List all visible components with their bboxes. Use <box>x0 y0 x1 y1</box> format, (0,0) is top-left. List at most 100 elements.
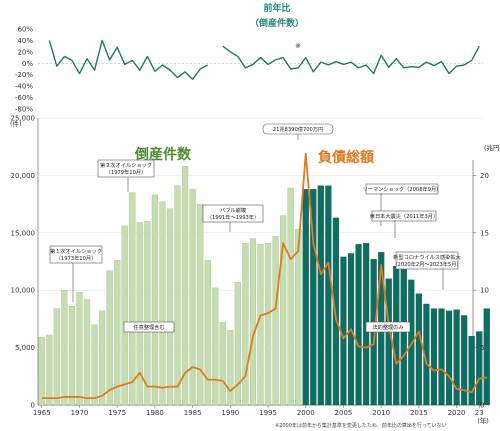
annotation-text: （1979年10月） <box>106 168 147 176</box>
bar-2019 <box>445 310 453 406</box>
annotation-text: 第２次オイルショック <box>100 161 152 169</box>
bar-2017 <box>430 308 438 406</box>
bar-2007 <box>355 244 362 406</box>
x-tick-label: 2010 <box>372 409 390 417</box>
bar-1984 <box>181 166 189 406</box>
bar-1992 <box>242 242 249 406</box>
bar-1996 <box>272 236 279 406</box>
annotation-box <box>371 210 437 222</box>
x-tick-label: 2020 <box>448 409 466 417</box>
line-title: 負債総額 <box>318 149 374 166</box>
yoy-tick-label: 60% <box>17 26 33 34</box>
bar-2023 <box>476 331 483 406</box>
annotation: 新型コロナウイルス感染拡大（2020年2月～2023年5月） <box>392 251 462 290</box>
bar-2011 <box>385 278 392 406</box>
bar-1969 <box>68 306 76 406</box>
bar-1980 <box>151 194 158 406</box>
bars-title: 倒産件数 <box>134 146 192 163</box>
bar-1982 <box>166 208 174 406</box>
yoy-tick-label: 0% <box>22 60 33 68</box>
bar-1986 <box>197 203 204 406</box>
bar-1989 <box>219 322 226 406</box>
bar-2024 <box>483 308 490 406</box>
left-tick-label: 20,000 <box>11 172 36 180</box>
annotation-box <box>365 183 439 195</box>
annotation: 21兆8390億700万円 <box>262 123 334 140</box>
x-tick-label: 1985 <box>184 409 202 417</box>
right-tick-label: 0 <box>480 402 484 410</box>
bar-1971 <box>83 299 91 406</box>
bar-2022 <box>468 335 475 406</box>
annotation-text: 新型コロナウイルス感染拡大 <box>393 253 460 261</box>
bar-1979 <box>144 221 151 406</box>
x-tick-label: 1980 <box>146 409 164 417</box>
bar-1975 <box>114 260 121 406</box>
bar-2000 <box>302 189 309 406</box>
right-tick-label: 10 <box>480 287 489 295</box>
annotation-box <box>202 204 264 223</box>
left-tick-label: 5,000 <box>15 344 35 352</box>
bar-1966 <box>46 334 53 406</box>
bar-1997 <box>280 215 287 406</box>
annotation-text: リーマンショック（2008年9月） <box>363 185 442 193</box>
left-tick-label: 0 <box>31 402 35 410</box>
annotation-text: （2020年2月～2023年5月） <box>392 260 461 268</box>
annotation-text: （1991年～1993年） <box>207 213 259 221</box>
annotation-text: 東日本大震災（2011年3月） <box>370 212 438 220</box>
left-axis-unit: (件) <box>10 119 22 128</box>
bar-1999 <box>295 229 302 406</box>
bar-2012 <box>393 265 400 406</box>
x-tick-label: 1965 <box>33 409 51 417</box>
annotation: バブル崩壊（1991年～1993年） <box>202 204 264 232</box>
footnote: ※2000年は前年から集計基準を変更したため、前年比の算出を行っていない <box>275 422 447 429</box>
yoy-tick-label: -40% <box>15 83 33 91</box>
left-tick-label: 25,000 <box>11 115 36 123</box>
yoy-marker: ※ <box>295 42 301 50</box>
bar-2003 <box>325 185 332 406</box>
bar-1995 <box>264 242 272 406</box>
bar-1973 <box>99 310 106 406</box>
bar-1994 <box>257 244 264 406</box>
annotation-text: 21兆8390億700万円 <box>273 125 323 133</box>
right-tick-label: 20 <box>480 172 489 180</box>
bar-1990 <box>227 330 234 406</box>
annotation-box <box>123 321 175 333</box>
yoy-line-segment <box>48 39 209 80</box>
annotation-box <box>97 159 155 178</box>
right-tick-label: 5 <box>480 344 484 352</box>
debt-line <box>41 152 487 400</box>
bar-1965 <box>38 337 45 406</box>
bar-2001 <box>310 189 317 406</box>
bar-1987 <box>204 260 211 406</box>
left-tick-label: 10,000 <box>11 287 36 295</box>
x-tick-label: 1975 <box>108 409 126 417</box>
yoy-title: 前年比 <box>263 2 290 14</box>
x-tick-label: 1990 <box>221 409 239 417</box>
bar-1967 <box>53 308 60 406</box>
bar-1993 <box>249 238 257 406</box>
bar-1988 <box>212 287 219 406</box>
yoy-line-segment <box>222 45 480 75</box>
yoy-tick-label: -60% <box>15 94 33 102</box>
x-tick-label: 1970 <box>71 409 89 417</box>
annotation-text: 任意整理含む <box>133 323 164 331</box>
bar-2004 <box>332 217 340 406</box>
annotation-box <box>395 251 459 270</box>
yoy-tick-label: -20% <box>15 71 33 79</box>
bar-1981 <box>159 201 166 406</box>
bar-2020 <box>453 309 460 406</box>
annotation-text: 法的整理のみ <box>372 323 403 331</box>
x-tick-label: 1995 <box>259 409 277 417</box>
yoy-tick-label: 20% <box>17 48 33 56</box>
yoy-tick-label: -80% <box>15 106 33 114</box>
bar-1974 <box>106 270 113 406</box>
bar-2013 <box>400 265 407 406</box>
bar-1998 <box>287 187 294 406</box>
bar-2021 <box>461 315 468 406</box>
bar-1978 <box>136 222 143 406</box>
bar-2002 <box>317 185 324 406</box>
annotation-text: バブル崩壊 <box>220 206 246 214</box>
bar-1985 <box>189 189 196 406</box>
x-tick-label: 23 <box>475 409 484 417</box>
